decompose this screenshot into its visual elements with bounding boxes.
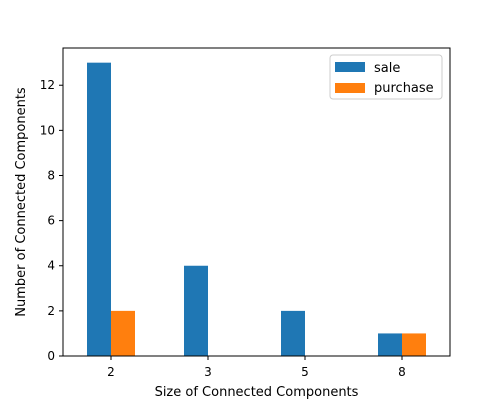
x-axis-label: Size of Connected Components — [155, 385, 359, 400]
legend-label-sale: sale — [374, 61, 400, 76]
y-axis-label: Number of Connected Components — [14, 87, 29, 317]
bar-sale-8 — [378, 333, 402, 356]
x-axis: 2 3 5 8 — [107, 356, 406, 379]
legend: sale purchase — [329, 54, 443, 100]
y-tick-label: 2 — [47, 304, 55, 318]
bar-sale-3 — [184, 265, 208, 356]
bar-purchase-2 — [111, 310, 135, 356]
bar-sale-5 — [281, 310, 305, 356]
legend-label-purchase: purchase — [374, 81, 434, 96]
y-tick-label: 0 — [47, 349, 55, 363]
x-tick-label: 2 — [107, 365, 115, 379]
legend-swatch-sale — [335, 62, 365, 72]
legend-swatch-purchase — [335, 83, 365, 93]
bars-layer — [87, 62, 426, 357]
y-tick-label: 6 — [47, 214, 55, 228]
bar-sale-2 — [87, 62, 111, 357]
x-tick-label: 5 — [301, 365, 309, 379]
plot-frame — [62, 47, 451, 357]
y-axis: 0 2 4 6 8 10 12 — [40, 78, 63, 363]
x-tick-label: 8 — [398, 365, 406, 379]
x-tick-label: 3 — [204, 365, 212, 379]
y-tick-label: 10 — [40, 123, 55, 137]
bar-purchase-8 — [402, 333, 426, 356]
y-tick-label: 4 — [47, 259, 55, 273]
y-tick-label: 12 — [40, 78, 55, 92]
y-tick-label: 8 — [47, 168, 55, 182]
